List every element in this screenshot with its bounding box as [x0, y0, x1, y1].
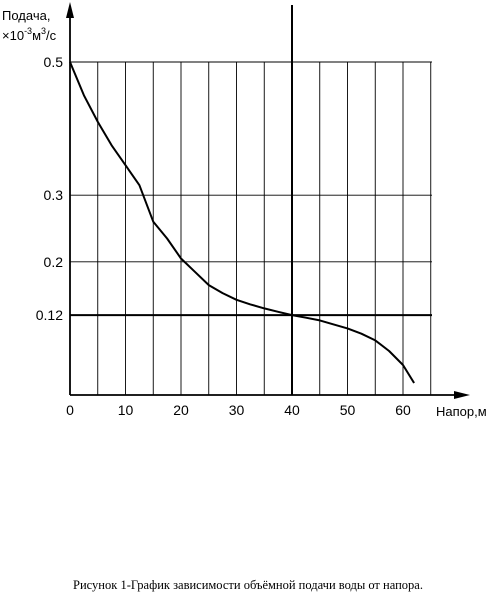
- y-axis-title-line1: Подача,: [2, 8, 50, 23]
- x-tick-label: 10: [118, 402, 134, 418]
- series-line-0: [69, 61, 415, 384]
- y-tick-label: 0.12: [36, 307, 63, 323]
- figure-caption: Рисунок 1-График зависимости объёмной по…: [73, 578, 423, 592]
- x-axis-arrow: [454, 391, 470, 399]
- x-tick-label: 60: [395, 402, 411, 418]
- y-tick-label: 0.2: [44, 254, 64, 270]
- y-tick-label: 0.3: [44, 187, 64, 203]
- x-axis-title: Напор,м: [436, 404, 487, 419]
- grid: [69, 61, 432, 395]
- chart: 0 10 20 30 40 50 60 0.5 0.3 0.2 0.12 Подача, ×10-3…: [2, 2, 487, 419]
- x-tick-label: 50: [340, 402, 356, 418]
- y-axis-arrow: [66, 2, 74, 18]
- x-tick-label: 40: [284, 402, 300, 418]
- y-tick-label: 0.5: [44, 54, 64, 70]
- axes: [66, 2, 470, 399]
- x-tick-label: 20: [173, 402, 189, 418]
- x-tick-label: 0: [66, 402, 74, 418]
- highlight-lines: [70, 5, 432, 395]
- series: [69, 61, 415, 384]
- tick-labels: 0 10 20 30 40 50 60 0.5 0.3 0.2 0.12: [36, 54, 411, 418]
- x-tick-label: 30: [229, 402, 245, 418]
- y-axis-title-line2: ×10-3м3/с: [2, 26, 57, 43]
